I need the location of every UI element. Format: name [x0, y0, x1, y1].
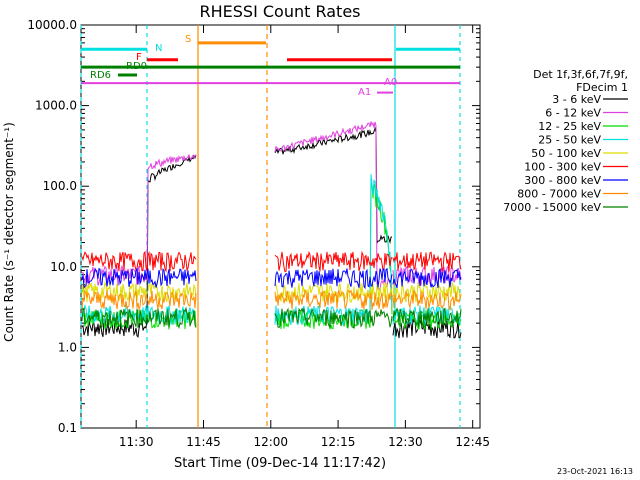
series-line: [81, 154, 197, 338]
bar-label: RD6: [90, 70, 111, 81]
series-line: [81, 153, 197, 286]
bar-label: A0: [384, 77, 397, 88]
y-axis-label: Count Rate (s⁻¹ detector segment⁻¹): [2, 122, 16, 342]
attenuator-bars: N F S RD0 RD6 A1 A0: [81, 34, 460, 98]
legend-label: 100 - 300 keV: [524, 161, 601, 174]
legend-label: 25 - 50 keV: [538, 134, 601, 147]
legend-label: 3 - 6 keV: [552, 93, 601, 106]
legend-label: 50 - 100 keV: [531, 147, 601, 160]
legend-label: 300 - 800 keV: [524, 174, 601, 187]
y-tick-label: 10000.0: [27, 18, 77, 32]
chart-title: RHESSI Count Rates: [200, 2, 361, 21]
y-tick-label: 0.1: [58, 421, 77, 435]
series-line: [392, 307, 462, 328]
series-line: [81, 290, 197, 311]
bar-label: RD0: [126, 61, 147, 72]
bar-label: A1: [358, 87, 371, 98]
series-line: [274, 307, 393, 329]
series-line: [274, 289, 393, 310]
series-line: [81, 267, 197, 290]
legend-label: 800 - 7000 keV: [517, 188, 601, 201]
y-tick-label: 10.0: [50, 260, 77, 274]
series-line: [274, 267, 393, 290]
legend-header-line-2: FDecim 1: [576, 81, 628, 94]
legend-label: 12 - 25 keV: [538, 120, 601, 133]
legend-label: 6 - 12 keV: [545, 107, 601, 120]
legend-label: 7000 - 15000 keV: [503, 201, 601, 214]
x-tick-label: 12:00: [253, 435, 288, 449]
x-axis-label: Start Time (09-Dec-14 11:17:42): [174, 456, 386, 471]
x-tick-label: 11:30: [119, 435, 154, 449]
series-line: [274, 126, 393, 245]
footer-timestamp: 23-Oct-2021 16:13: [557, 467, 633, 476]
y-tick-label: 1000.0: [35, 99, 77, 113]
series-line: [81, 306, 197, 330]
series-line: [274, 250, 393, 273]
legend-header-line-1: Det 1f,3f,6f,7f,9f,: [533, 68, 628, 81]
plot-frame: [80, 24, 481, 429]
series-line: [274, 121, 393, 292]
series-line: [81, 250, 197, 273]
series-line: [392, 289, 462, 311]
x-tick-label: 12:30: [388, 435, 423, 449]
x-tick-label: 12:15: [321, 435, 356, 449]
y-tick-label: 1.0: [58, 340, 77, 354]
series-lines: [80, 25, 462, 428]
bar-label: F: [136, 52, 142, 63]
bar-label: S: [185, 34, 191, 45]
bar-label: N: [155, 43, 162, 54]
axis-ticks: 0.1 1.0 10.0 100.0 1000.0 10000.0 11:30 11:45 12…: [27, 18, 490, 449]
x-tick-label: 11:45: [186, 435, 221, 449]
series-line: [392, 268, 462, 289]
y-tick-label: 100.0: [43, 179, 77, 193]
x-tick-label: 12:45: [455, 435, 490, 449]
series-line: [392, 251, 462, 273]
series-line: [392, 305, 462, 325]
series-line: [392, 281, 462, 303]
